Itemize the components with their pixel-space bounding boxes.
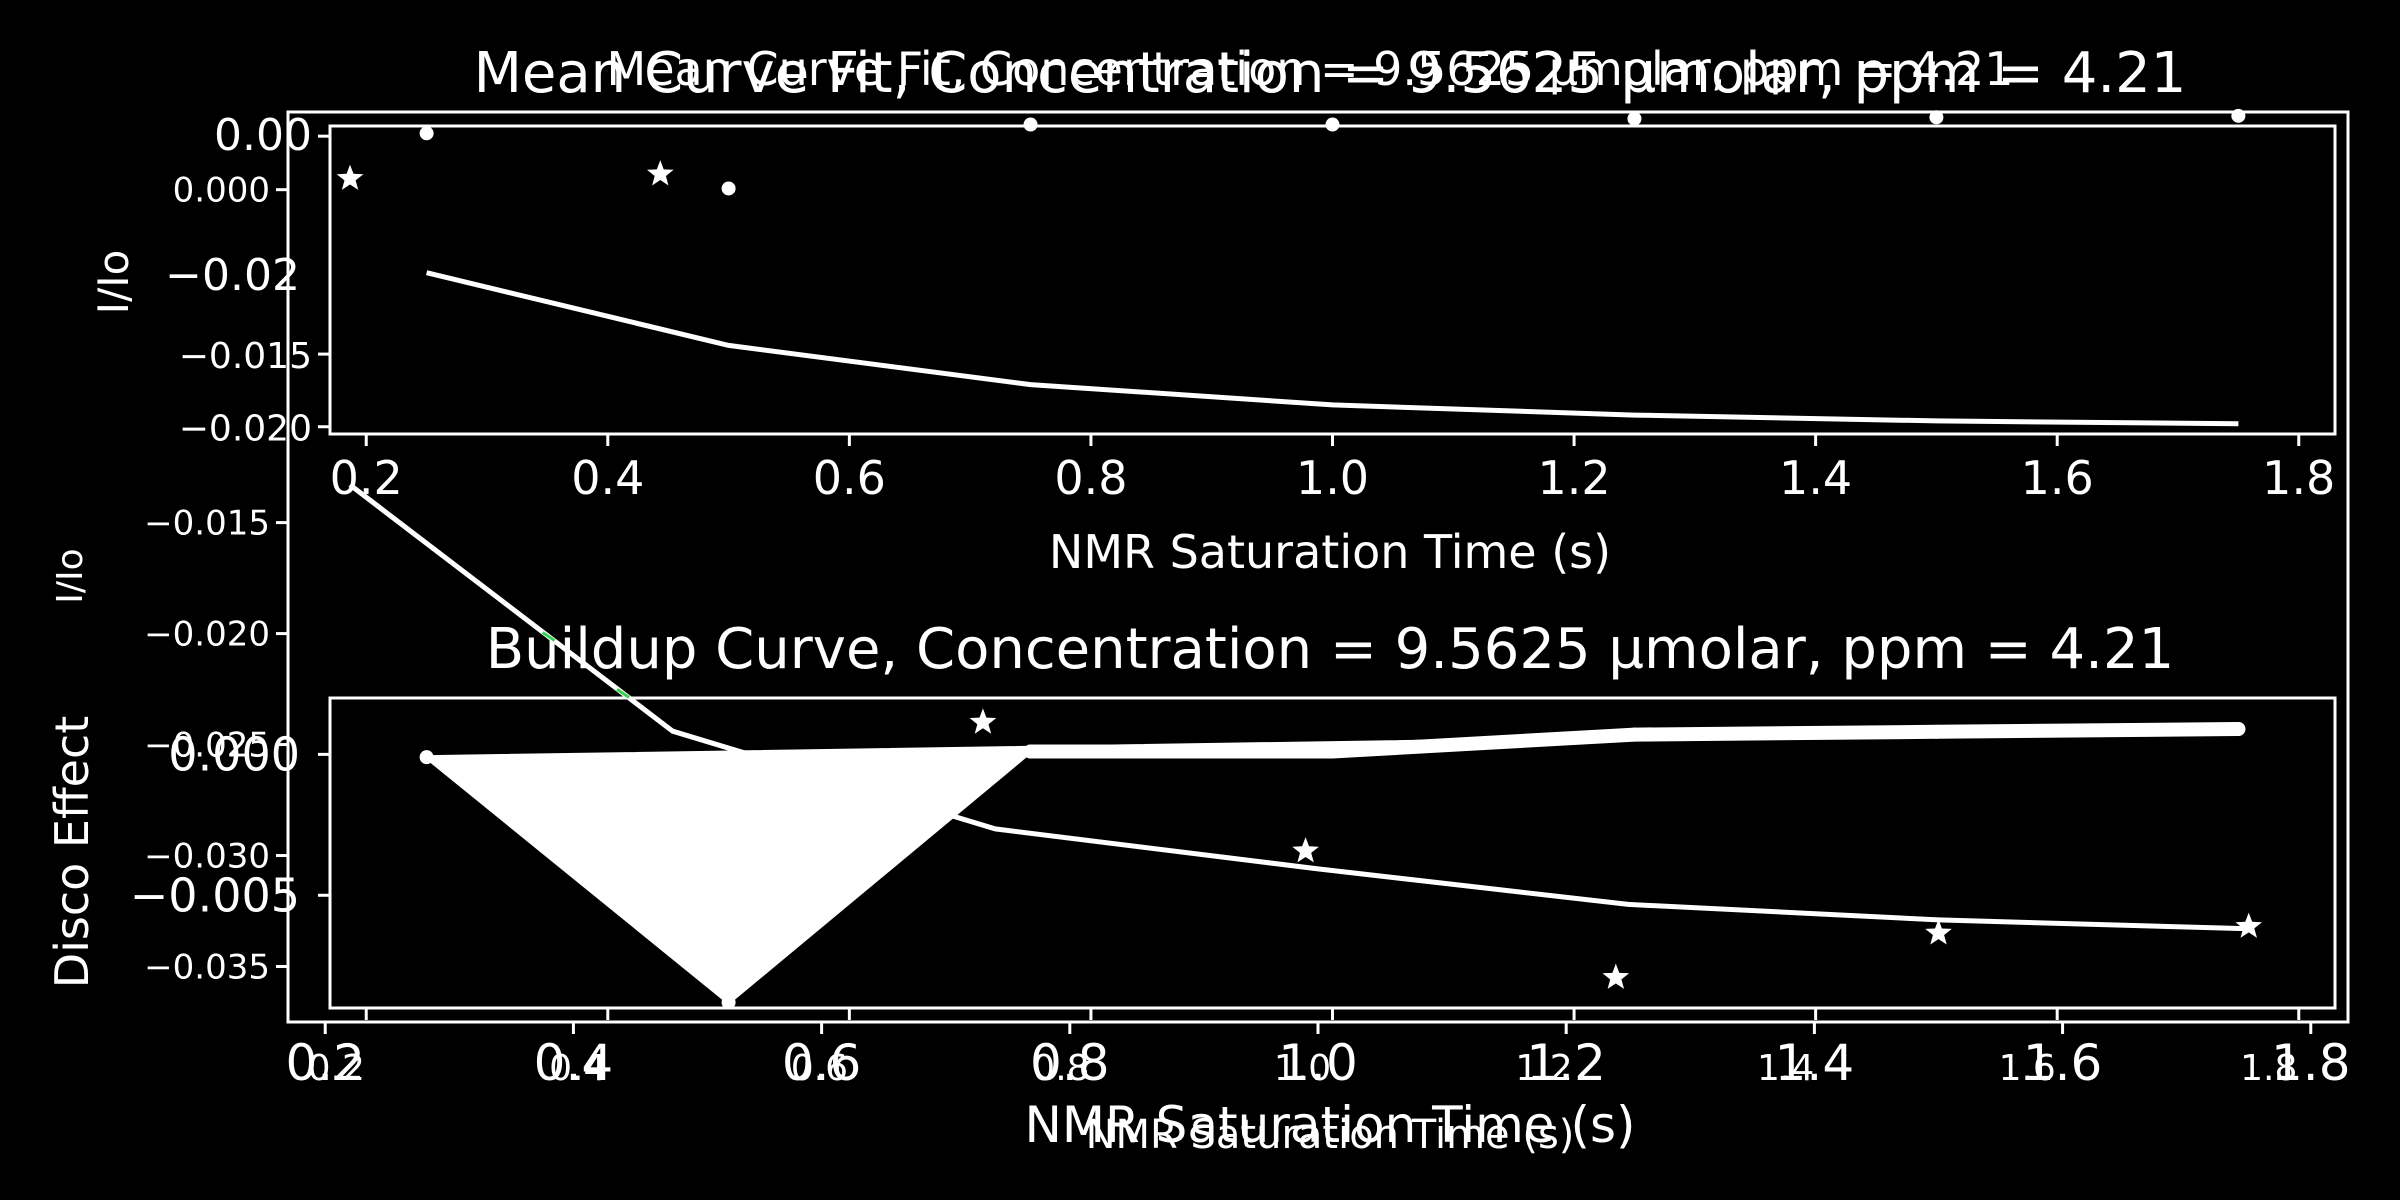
bottom-data-point (1325, 744, 1340, 759)
top-xtick-label: 0.4 (571, 451, 644, 505)
top-ytick-label: −0.015 (179, 336, 312, 377)
back-xtick-label: 1.8 (2271, 1034, 2351, 1092)
bottom-data-point (721, 995, 736, 1010)
bottom-xtick-label: 0.8 (1032, 1048, 1089, 1089)
top-data-point (1929, 110, 1944, 125)
top-data-point (1627, 111, 1642, 126)
top-ytick-label: −0.02 (165, 250, 300, 301)
bottom-xtick-label: 1.0 (1274, 1048, 1331, 1089)
back-xtick-label: 0.2 (285, 1034, 365, 1092)
back-ylabel: I/Io (50, 548, 91, 603)
top-xtick-label: 1.0 (1296, 451, 1369, 505)
back-xtick-label: 1.4 (1775, 1034, 1855, 1092)
top-plot-layer: −0.020 −0.015 0.00 −0.02 0.2 0.4 0.6 0.8 1.0 1.2 1… (165, 108, 2335, 505)
top-xtick-label: 0.6 (813, 451, 886, 505)
back-ytick-label: −0.030 (144, 837, 270, 877)
bottom-title: Buildup Curve, Concentration = 9.5625 µm… (486, 617, 2174, 682)
bottom-data-point (1929, 724, 1944, 739)
top-data-point (419, 126, 434, 141)
top-data-point (1023, 117, 1038, 132)
back-ytick-label: −0.025 (144, 726, 270, 766)
top-ytick-label: −0.020 (179, 409, 312, 450)
bottom-xtick-label: 0.4 (549, 1048, 606, 1089)
bottom-xtick-label: 1.4 (1757, 1048, 1814, 1089)
bottom-data-point (2231, 722, 2246, 736)
back-star-point (336, 164, 364, 190)
top-xtick-label: 1.6 (2021, 451, 2094, 505)
bottom-ytick-label: 0.000 (168, 727, 300, 781)
back-star-point (647, 160, 674, 186)
bottom-data-point (1023, 744, 1038, 759)
back-ytick-label: 0.000 (173, 171, 270, 211)
top-data-point (721, 181, 736, 196)
back-ytick-label: −0.020 (144, 615, 270, 655)
bottom-xtick-label: 0.2 (308, 1048, 365, 1089)
top-xtick-label: 1.8 (2262, 451, 2335, 505)
back-xlabel: NMR Saturation Time (s) (1024, 1096, 1635, 1154)
back-ytick-label: −0.015 (144, 504, 270, 544)
top-data-point (1325, 117, 1340, 132)
bottom-xlabel: NMR Saturation Time (s) (1086, 1112, 1575, 1158)
back-ytick-label: −0.035 (144, 948, 270, 988)
bottom-xtick-label: 1.6 (1999, 1048, 2056, 1089)
back-xtick-label: 1.2 (1526, 1034, 1606, 1092)
bottom-data-point (419, 750, 434, 765)
top-xlabel: NMR Saturation Time (s) (1049, 525, 1611, 579)
back-plot-layer: −0.035 −0.030 −0.025 −0.020 −0.015 0.000 0.2 0.… (144, 160, 2351, 1092)
back-star-point (1602, 963, 1630, 989)
back-title: Mean Curve Fit, Concentration = 9.5625 µ… (474, 41, 2187, 106)
back-xtick-label: 0.6 (782, 1034, 862, 1092)
bottom-xtick-label: 0.6 (791, 1048, 848, 1089)
bottom-ylabel: Disco Effect (45, 716, 99, 989)
back-xtick-label: 0.8 (1030, 1034, 1110, 1092)
top-xtick-label: 1.4 (1779, 451, 1852, 505)
bottom-xtick-label: 1.8 (2240, 1048, 2297, 1089)
top-ylabel: I/Io (89, 250, 138, 315)
bottom-plot-layer: 0.000 −0.005 0.2 0.4 0.6 0.8 1.0 1.2 1.4 1.6 1.8 (130, 722, 2301, 1089)
top-xtick-label: 1.2 (1537, 451, 1610, 505)
back-star-point (2235, 912, 2262, 938)
back-accent-mark (616, 688, 630, 699)
back-accent-mark (541, 631, 556, 642)
back-xtick-label: 0.4 (534, 1034, 614, 1092)
back-star-point (1925, 919, 1952, 945)
bottom-data-point (1627, 727, 1642, 742)
top-ytick-label: 0.00 (214, 110, 312, 161)
top-fit-line (426, 270, 2239, 427)
back-xtick-label: 1.0 (1278, 1034, 1358, 1092)
top-xtick-label: 0.8 (1054, 451, 1127, 505)
overlay-title: Mean Curve Fit, Concentration = 9.5625 µ… (607, 42, 2014, 96)
top-xtick-label: 0.2 (330, 451, 403, 505)
top-data-point (2231, 108, 2246, 123)
back-xtick-label: 1.6 (2023, 1034, 2103, 1092)
bottom-ytick-label: −0.005 (130, 868, 300, 922)
back-star-point (969, 708, 997, 734)
back-star-point (1292, 837, 1319, 863)
bottom-xtick-label: 1.2 (1515, 1048, 1572, 1089)
